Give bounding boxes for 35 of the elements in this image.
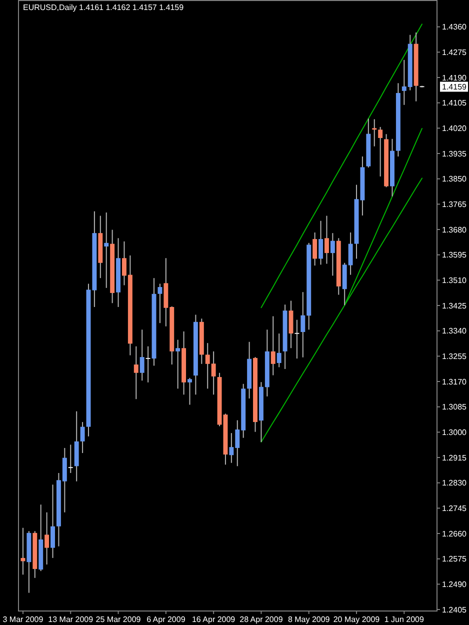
y-tick-label: 1.3510: [442, 276, 468, 285]
text: 1.4159: [442, 82, 468, 92]
y-tick-label: 1.3680: [442, 225, 468, 234]
x-tick-label: 28 Apr 2009: [240, 615, 284, 624]
x-tick-label: 1 Jun 2009: [384, 615, 424, 624]
x-tick-label: 25 Mar 2009: [96, 615, 142, 624]
x-tick-label: 16 Apr 2009: [192, 615, 236, 624]
y-tick-label: 1.3170: [442, 377, 468, 386]
y-tick-label: 1.4190: [442, 73, 468, 82]
y-tick-label: 1.4020: [442, 124, 468, 133]
y-tick-label: 1.2490: [442, 580, 468, 589]
y-tick-label: 1.3935: [442, 149, 468, 158]
chart-title: EURUSD,Daily 1.4161 1.4162 1.4157 1.4159: [23, 3, 184, 12]
y-tick-label: 1.2660: [442, 529, 468, 538]
y-tick-label: 1.4105: [442, 98, 468, 108]
y-tick-label: 1.3000: [442, 428, 468, 437]
y-tick-label: 1.2830: [442, 478, 468, 488]
x-tick-label: 3 Mar 2009: [2, 615, 44, 624]
y-tick-label: 1.3595: [442, 250, 468, 260]
y-tick-label: 1.3425: [442, 301, 468, 310]
y-tick-label: 1.2745: [442, 504, 468, 513]
x-tick-label: 8 May 2009: [288, 615, 330, 624]
y-tick-label: 1.4360: [442, 22, 468, 32]
y-tick-label: 1.3850: [442, 174, 468, 184]
y-tick-label: 1.2575: [442, 554, 468, 564]
x-tick-label: 13 Mar 2009: [48, 615, 94, 624]
y-tick-label: 1.4275: [442, 48, 468, 57]
x-tick-label: 20 May 2009: [333, 615, 380, 624]
y-tick-label: 1.2405: [442, 605, 468, 614]
y-tick-label: 1.3340: [442, 326, 468, 336]
x-tick-label: 6 Apr 2009: [146, 615, 186, 624]
y-tick-label: 1.3085: [442, 402, 468, 412]
y-tick-label: 1.3765: [442, 200, 468, 209]
y-tick-label: 1.2915: [442, 453, 468, 462]
y-tick-label: 1.3255: [442, 352, 468, 361]
